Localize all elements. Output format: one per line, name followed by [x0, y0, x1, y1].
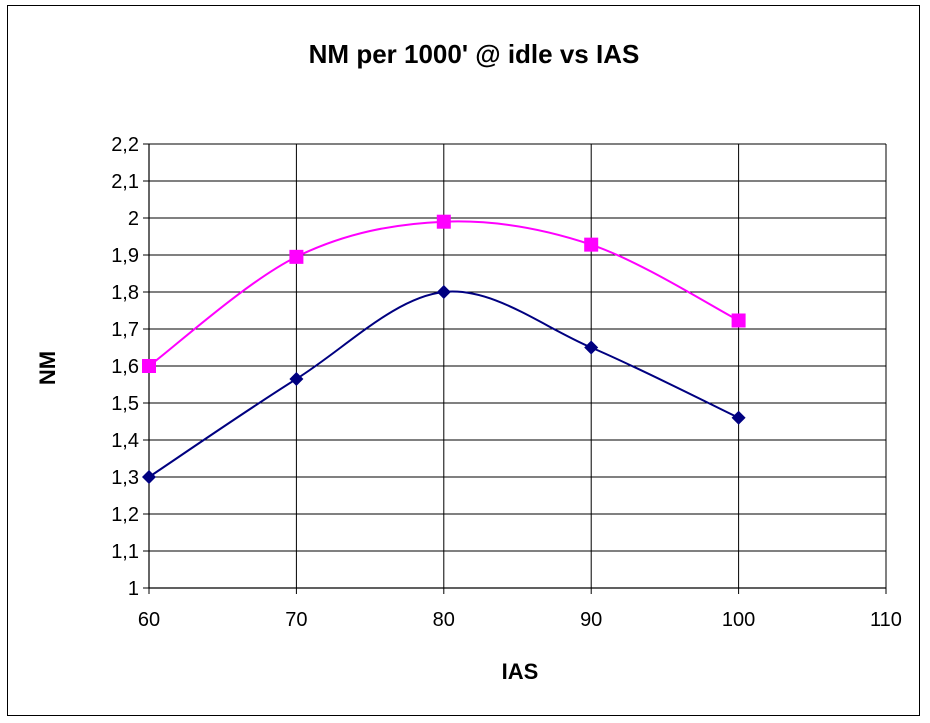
- series-1-point: [289, 371, 304, 386]
- series-1-point: [731, 410, 746, 425]
- y-tick-label: 1,7: [111, 319, 139, 341]
- y-tick-labels: 1 1,1 1,2 1,3 1,4 1,5 1,6 1,7 1,8 1,9 2 2,1 2,2: [111, 134, 139, 600]
- x-axis-title: IAS: [502, 659, 539, 684]
- y-axis-title: NM: [35, 351, 60, 385]
- series-2-point: [142, 359, 156, 373]
- chart-svg: NM per 1000' @ idle vs IAS 1 1,1 1,2 1,3 1,4…: [35, 39, 902, 684]
- y-tick-label: 1,9: [111, 245, 139, 267]
- y-tick-label: 1,2: [111, 504, 139, 526]
- x-tick-label: 60: [138, 609, 160, 631]
- series-1-point: [436, 285, 451, 299]
- x-tick-label: 110: [870, 609, 902, 631]
- series-2-point: [731, 313, 746, 328]
- y-tick-label: 2,2: [111, 134, 139, 156]
- x-tick-label: 90: [580, 609, 602, 631]
- x-tick-label: 100: [722, 609, 755, 631]
- x-tick-labels: 60 70 80 90 100 110: [138, 609, 902, 631]
- gridlines: [149, 143, 887, 588]
- y-tick-label: 1,3: [111, 467, 139, 489]
- x-tick-label: 80: [433, 609, 455, 631]
- series-1-point: [584, 340, 599, 355]
- y-tick-label: 1,4: [111, 430, 139, 452]
- series-2-point: [289, 249, 304, 264]
- y-tick-label: 1: [128, 578, 139, 600]
- series-group: [142, 214, 746, 484]
- chart-frame: NM per 1000' @ idle vs IAS 1 1,1 1,2 1,3 1,4…: [7, 5, 920, 716]
- series-1-point: [142, 470, 156, 484]
- series-2-point: [584, 237, 599, 252]
- x-tick-label: 70: [285, 609, 307, 631]
- y-tick-label: 1,8: [111, 282, 139, 304]
- y-tick-label: 1,1: [111, 541, 139, 563]
- series-2-point: [436, 214, 451, 229]
- y-tick-label: 2: [128, 208, 139, 230]
- y-tick-label: 1,5: [111, 393, 139, 415]
- y-tick-label: 2,1: [111, 171, 139, 193]
- chart-title: NM per 1000' @ idle vs IAS: [309, 39, 640, 69]
- y-tick-label: 1,6: [111, 356, 139, 378]
